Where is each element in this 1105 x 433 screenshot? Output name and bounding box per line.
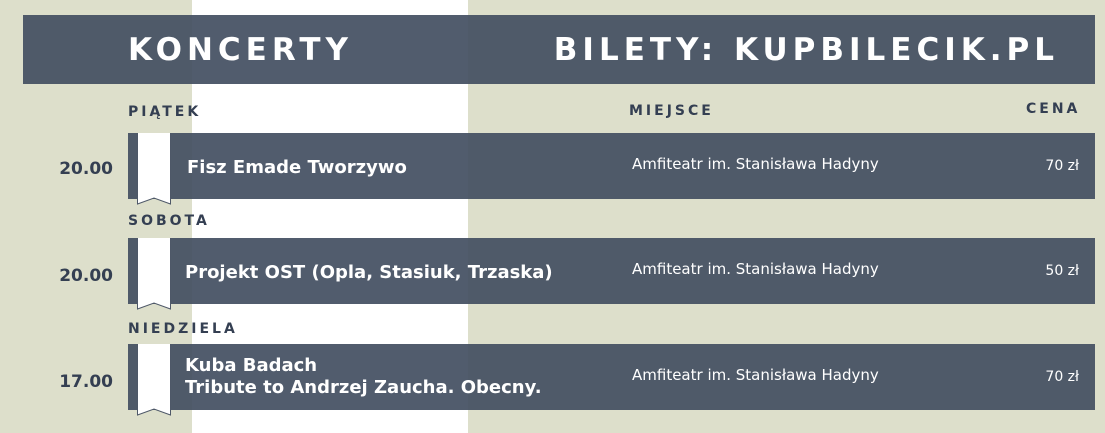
event-title: Projekt OST (Opla, Stasiuk, Trzaska) (185, 262, 553, 283)
event-price: 70 zł (1045, 158, 1079, 174)
event-title: Kuba Badach (185, 355, 318, 376)
header-bar: KONCERTY BILETY: KUPBILECIK.PL (23, 15, 1095, 84)
ribbon-icon (137, 133, 171, 205)
event-row[interactable]: Kuba Badach Tribute to Andrzej Zaucha. O… (128, 344, 1095, 416)
price-column-header: CENA (1026, 101, 1081, 117)
event-time: 17.00 (59, 372, 113, 392)
event-time: 20.00 (59, 266, 113, 286)
event-title: Fisz Emade Tworzywo (187, 157, 407, 178)
ribbon-icon (137, 344, 171, 416)
header-title: KONCERTY (128, 32, 353, 68)
event-row[interactable]: Projekt OST (Opla, Stasiuk, Trzaska) Amf… (128, 238, 1095, 310)
event-place: Amfiteatr im. Stanisława Hadyny (632, 366, 879, 384)
event-time: 20.00 (59, 159, 113, 179)
event-place: Amfiteatr im. Stanisława Hadyny (632, 155, 879, 173)
event-price: 50 zł (1045, 263, 1079, 279)
day-label: PIĄTEK (128, 104, 202, 120)
day-label: NIEDZIELA (128, 321, 238, 337)
tickets-link[interactable]: BILETY: KUPBILECIK.PL (553, 32, 1059, 68)
ribbon-icon (137, 238, 171, 310)
event-subtitle: Tribute to Andrzej Zaucha. Obecny. (185, 377, 542, 398)
day-label: SOBOTA (128, 213, 210, 229)
event-price: 70 zł (1045, 369, 1079, 385)
event-row[interactable]: Fisz Emade Tworzywo Amfiteatr im. Stanis… (128, 133, 1095, 205)
place-column-header: MIEJSCE (629, 103, 714, 119)
event-place: Amfiteatr im. Stanisława Hadyny (632, 260, 879, 278)
